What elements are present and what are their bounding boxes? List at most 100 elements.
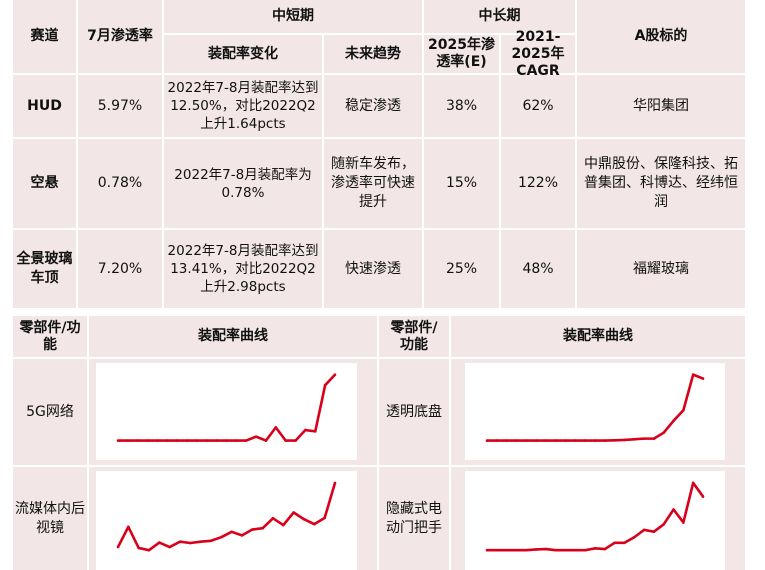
data-point	[178, 540, 182, 543]
data-point	[166, 439, 169, 442]
data-point	[682, 408, 685, 412]
header-future-trend: 未来趋势	[324, 35, 422, 73]
data-point	[603, 439, 607, 442]
data-point	[515, 439, 518, 442]
data-point	[691, 373, 695, 376]
data-point	[485, 548, 489, 552]
sparkline-5g-network	[96, 363, 357, 460]
data-point	[505, 548, 508, 552]
data-point	[662, 431, 666, 434]
data-point	[185, 439, 189, 442]
data-point	[632, 437, 636, 441]
row-rate-2025: 38%	[424, 75, 499, 137]
header-long-term: 中长期	[424, 0, 575, 33]
data-point	[323, 516, 326, 520]
row-future-trend: 稳定渗透	[324, 75, 422, 137]
series-line	[487, 481, 705, 552]
header-curve-right: 装配率曲线	[451, 316, 745, 357]
data-point	[554, 439, 558, 442]
data-point	[623, 438, 626, 442]
data-point	[199, 540, 202, 543]
data-point	[333, 373, 337, 376]
data-point	[505, 439, 508, 442]
data-point	[544, 439, 548, 442]
header-short-term: 中短期	[164, 0, 422, 33]
data-point	[652, 437, 656, 440]
data-point	[284, 439, 287, 442]
data-point	[544, 547, 548, 551]
data-point	[274, 426, 278, 429]
data-point	[282, 523, 285, 527]
data-point	[116, 439, 120, 442]
data-point	[126, 439, 130, 442]
sparkline-svg	[485, 373, 705, 442]
data-point	[304, 428, 307, 432]
data-point	[156, 439, 159, 442]
data-point	[271, 517, 275, 520]
row-a-shares: 福耀玻璃	[577, 230, 745, 308]
data-point	[294, 439, 297, 442]
header-a-shares: A股标的	[577, 0, 745, 73]
header-part-left: 零部件/功能	[13, 316, 87, 357]
data-point	[292, 511, 295, 514]
row-rate-2025: 25%	[424, 230, 499, 308]
row-cagr: 48%	[501, 230, 575, 308]
data-point	[672, 508, 675, 511]
row-cagr: 122%	[501, 139, 575, 228]
data-point	[175, 439, 179, 442]
data-point	[195, 439, 199, 442]
data-point	[146, 439, 149, 442]
sparkline-transparent-chassis	[465, 363, 725, 460]
row-july-rate: 0.78%	[78, 139, 162, 228]
data-point	[209, 539, 213, 543]
data-point	[642, 437, 646, 440]
data-point	[240, 534, 244, 537]
header-track: 赛道	[13, 0, 76, 73]
header-part-right: 零部件/功能	[379, 316, 449, 357]
data-point	[642, 528, 646, 532]
data-point	[574, 439, 577, 442]
part-label: 隐藏式电动门把手	[379, 467, 449, 570]
sparkline-svg	[485, 481, 705, 552]
data-point	[302, 517, 306, 521]
row-install-change: 2022年7-8月装配率为0.78%	[164, 139, 322, 228]
data-point	[534, 548, 538, 551]
data-point	[333, 481, 337, 485]
data-point	[583, 548, 587, 552]
row-rate-2025: 15%	[424, 139, 499, 228]
data-point	[244, 439, 248, 442]
data-point	[662, 523, 666, 526]
data-point	[313, 430, 317, 433]
row-track: 全景玻璃车顶	[13, 230, 76, 308]
sparkline-streaming-mirror	[96, 471, 357, 570]
data-point	[254, 435, 258, 438]
series-line	[487, 373, 704, 442]
data-point	[225, 439, 228, 442]
data-point	[593, 547, 597, 550]
data-point	[593, 439, 597, 442]
header-curve-left: 装配率曲线	[89, 316, 377, 357]
data-point	[652, 530, 656, 534]
data-point	[682, 521, 685, 524]
row-track: 空悬	[13, 139, 76, 228]
row-future-trend: 随新车发布，渗透率可快速提升	[324, 139, 422, 228]
data-point	[495, 439, 499, 442]
row-july-rate: 5.97%	[78, 75, 162, 137]
data-point	[515, 548, 518, 552]
data-point	[313, 522, 316, 526]
sparkline-hidden-door-handle	[465, 471, 725, 570]
data-point	[691, 481, 695, 485]
row-install-change: 2022年7-8月装配率达到12.50%，对比2022Q2上升1.64pcts	[164, 75, 322, 137]
series-line	[118, 373, 336, 442]
part-label: 流媒体内后视镜	[13, 467, 87, 570]
data-point	[136, 439, 140, 442]
data-point	[632, 535, 636, 539]
data-point	[137, 546, 140, 550]
data-point	[564, 548, 567, 552]
data-point	[215, 439, 218, 442]
data-point	[261, 526, 264, 530]
data-point	[672, 419, 675, 423]
data-point	[485, 439, 489, 442]
row-a-shares: 中鼎股份、保隆科技、拓普集团、科博达、经纬恒润	[577, 139, 745, 228]
data-point	[701, 495, 705, 498]
